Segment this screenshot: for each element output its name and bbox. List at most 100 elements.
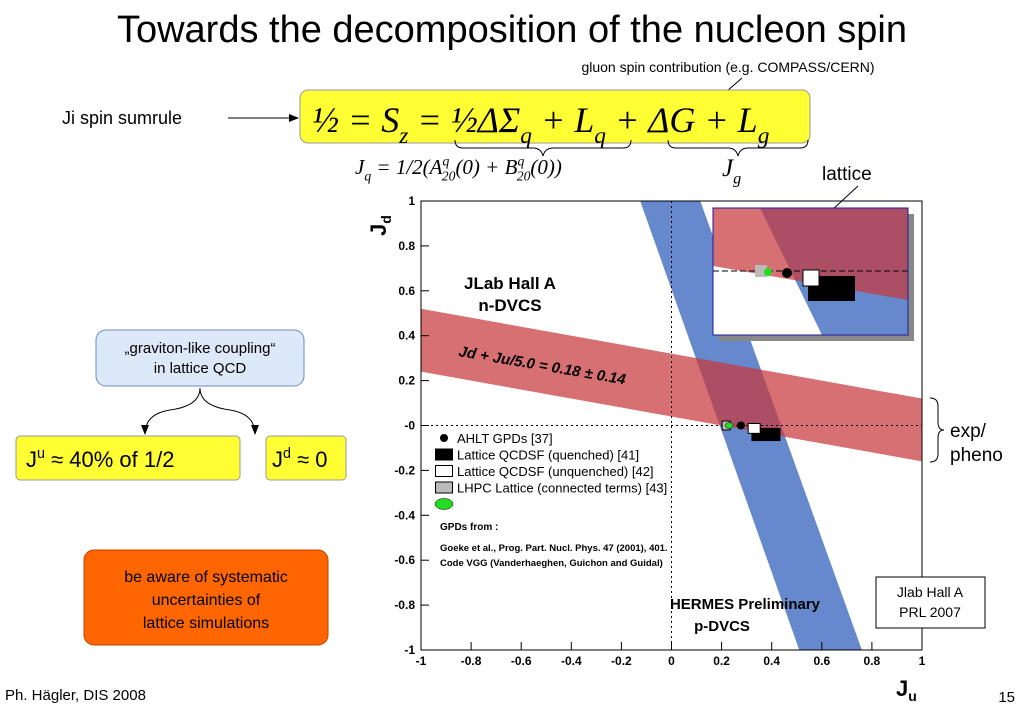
x-tick-label: 0 bbox=[668, 654, 675, 668]
x-tick-label: 0.4 bbox=[763, 654, 780, 668]
point bbox=[747, 422, 761, 434]
formula-part: + ΔG + L bbox=[606, 100, 758, 140]
axis-label-part: d bbox=[378, 215, 394, 224]
formula-part: q bbox=[364, 168, 371, 183]
x-tick-label: -1 bbox=[416, 654, 427, 668]
legend-marker bbox=[435, 448, 453, 461]
formula-part: g bbox=[758, 123, 770, 149]
y-tick-label: 0.6 bbox=[398, 284, 415, 298]
axis-label-part: u bbox=[908, 688, 917, 704]
underbrace bbox=[454, 139, 632, 157]
y-tick-label: 0.4 bbox=[398, 329, 415, 343]
inset-point bbox=[802, 269, 820, 287]
warning-box bbox=[83, 549, 329, 646]
formula-part: + L bbox=[532, 100, 594, 140]
arrow bbox=[141, 387, 201, 435]
y-tick-label: -0 bbox=[404, 419, 415, 433]
formula-part: ≈ 40% of 1/2 bbox=[45, 447, 175, 472]
x-axis-label: Ju bbox=[896, 676, 917, 704]
warning-text: uncertainties of bbox=[152, 592, 261, 609]
legend-marker bbox=[435, 481, 453, 494]
x-tick-label: 0.8 bbox=[864, 654, 881, 668]
x-tick-label: -0.2 bbox=[611, 654, 632, 668]
title: Towards the decomposition of the nucleon… bbox=[117, 9, 907, 51]
y-axis-label: Jd bbox=[366, 215, 394, 236]
formula-part: q bbox=[442, 154, 449, 169]
warning-text: be aware of systematic bbox=[124, 569, 288, 586]
formula-box bbox=[299, 89, 811, 144]
exp-label: exp/ bbox=[950, 421, 987, 442]
axis-label-part: J bbox=[896, 676, 908, 701]
annotation: HERMES Preliminary bbox=[670, 596, 821, 613]
formula-part: J bbox=[26, 447, 37, 472]
jd-formula: Jd ≈ 0 bbox=[272, 446, 328, 472]
ref-box bbox=[875, 576, 986, 629]
legend-marker bbox=[435, 465, 453, 477]
sumrule-label: Ji spin sumrule bbox=[62, 108, 182, 128]
source-note: Code VGG (Vanderhaeghen, Guichon and Gui… bbox=[440, 558, 663, 569]
inset bbox=[712, 207, 914, 341]
formula-part: q bbox=[520, 123, 532, 149]
brace bbox=[929, 397, 945, 463]
formula-part: (0) + B bbox=[455, 155, 517, 179]
x-tick-label: 0.2 bbox=[713, 654, 730, 668]
source-note: GPDs from : bbox=[440, 522, 498, 533]
ref-text: Jlab Hall A bbox=[897, 584, 964, 600]
warning-text: lattice simulations bbox=[143, 615, 269, 632]
y-tick-label: -0.6 bbox=[394, 553, 415, 567]
y-tick-label: -0.8 bbox=[394, 598, 415, 612]
band bbox=[421, 308, 922, 462]
jq-formula: Jq = 1/2(Aq 20(0) + Bq 20(0)) bbox=[355, 154, 562, 184]
lattice-label: lattice bbox=[822, 164, 872, 185]
legend-marker bbox=[440, 434, 448, 442]
annotation: p-DVCS bbox=[694, 618, 750, 635]
axis-label-part: J bbox=[366, 224, 391, 236]
formula-part: J bbox=[355, 155, 366, 179]
formula-part: J bbox=[272, 447, 283, 472]
formula-part: J bbox=[722, 155, 735, 182]
inset-point bbox=[764, 268, 772, 276]
y-tick-label: 1 bbox=[408, 194, 415, 208]
annotation: JLab Hall A bbox=[464, 274, 556, 293]
point bbox=[724, 422, 734, 429]
formula-part: q bbox=[594, 123, 606, 149]
inset-band bbox=[713, 208, 908, 300]
chart: -1 -0.8 -0.6 -0.4 -0.2 0 0.2 0.4 0.6 0.8 1 -1 -0.8 -0… bbox=[366, 194, 926, 704]
formula-part: g bbox=[733, 170, 741, 188]
formula-box bbox=[15, 435, 241, 481]
formula-part: u bbox=[37, 446, 45, 462]
source-note: Goeke et al., Prog. Part. Nucl. Phys. 47… bbox=[440, 543, 668, 554]
ju-formula: Ju ≈ 40% of 1/2 bbox=[26, 446, 174, 472]
annotation: n-DVCS bbox=[478, 296, 541, 315]
formula-part: z bbox=[398, 123, 408, 149]
y-tick-label: -0.2 bbox=[394, 463, 415, 477]
ref-text: PRL 2007 bbox=[899, 604, 961, 620]
x-tick-label: -0.6 bbox=[511, 654, 532, 668]
sumrule-formula: ½ = Sz = ½ΔΣq + Lq + ΔG + Lg bbox=[312, 100, 770, 149]
formula-part: ≈ 0 bbox=[291, 447, 328, 472]
formula-box bbox=[265, 435, 347, 481]
footer: Ph. Hägler, DIS 2008 bbox=[5, 687, 146, 704]
formula-part: q bbox=[517, 154, 524, 169]
page-number: 15 bbox=[998, 689, 1015, 706]
x-tick-label: 1 bbox=[919, 654, 926, 668]
formula-part: = 1/2(A bbox=[371, 155, 442, 179]
inset-border bbox=[712, 207, 909, 336]
jg-formula: Jg bbox=[722, 155, 741, 188]
formula-part: = ½ΔΣ bbox=[408, 100, 520, 140]
inset-point bbox=[782, 268, 792, 278]
legend-label: Lattice QCDSF (unquenched) [42] bbox=[457, 464, 654, 479]
y-tick-label: -0.4 bbox=[394, 508, 415, 522]
formula-part: (0)) bbox=[530, 155, 561, 179]
note-box bbox=[95, 329, 305, 387]
legend-label: AHLT GPDs [37] bbox=[457, 431, 553, 446]
point bbox=[736, 421, 745, 430]
legend-marker bbox=[434, 498, 454, 510]
y-tick-label: 0.2 bbox=[398, 374, 415, 388]
y-tick-label: 0.8 bbox=[398, 239, 415, 253]
x-tick-label: -0.8 bbox=[461, 654, 482, 668]
gluon-note: gluon spin contribution (e.g. COMPASS/CE… bbox=[581, 59, 874, 75]
formula-part: 20 bbox=[517, 168, 531, 183]
formula-part: d bbox=[283, 446, 291, 462]
